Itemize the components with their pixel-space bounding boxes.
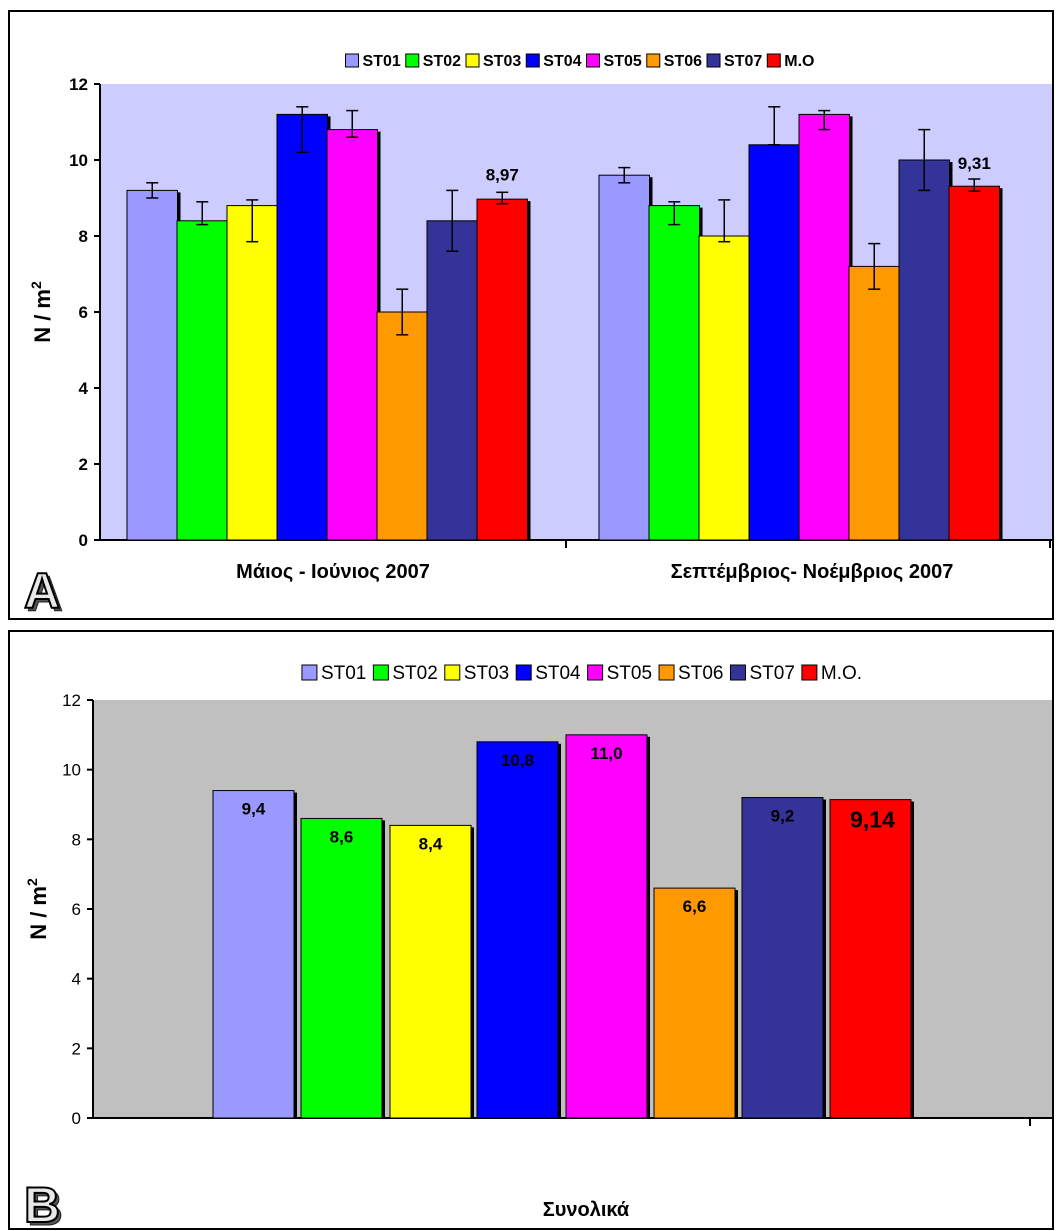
bar-st02-2: [648, 205, 700, 541]
legend-swatch-st03: [465, 53, 480, 68]
bar-st06-1: [376, 311, 428, 541]
x-category-label-1: Μάιος - Ιούνιος 2007: [236, 561, 430, 583]
data-label: 8,4: [419, 834, 443, 853]
y-tick-label: 2: [72, 1039, 81, 1058]
y-tick-label: 10: [62, 761, 81, 780]
panel-letter-shadow: A: [27, 566, 63, 618]
data-label: 9,4: [242, 800, 266, 819]
y-tick-label: 8: [72, 830, 81, 849]
bar-st07-1: [426, 220, 478, 541]
x-category-label: Συνολικά: [543, 1199, 630, 1221]
y-tick-label: 10: [69, 151, 88, 170]
chart-panel-a: 0 2 4 6 8 10 12 N / m2 ST01 ST02 ST03 ST04 ST05 ST06 S…: [8, 10, 1054, 620]
bar-st05-1: [326, 129, 378, 541]
y-tick-label: 6: [72, 900, 81, 919]
bar-mo-1: [476, 198, 528, 541]
bar-st01-1: [126, 189, 178, 541]
legend-label: ST05: [604, 53, 642, 70]
chart-panel-b: 0 2 4 6 8 10 12 N / m2 ST01 ST02 ST03 ST04 ST05 ST06 S…: [8, 630, 1054, 1230]
data-label: 9,2: [771, 807, 795, 826]
bar-st03-1: [226, 205, 278, 541]
legend-swatch-mo: [801, 664, 818, 681]
legend-swatch-st05: [586, 53, 601, 68]
legend-label: ST06: [678, 663, 723, 684]
bar-st05-2: [798, 113, 850, 541]
y-tick-label: 6: [79, 303, 88, 322]
data-label: 9,14: [850, 807, 895, 833]
y-tick-label: 4: [79, 379, 89, 398]
legend-label: ST04: [543, 53, 581, 70]
panel-letter: B: [24, 1177, 60, 1228]
legend-swatch-mo: [766, 53, 781, 68]
panel-letter: A: [24, 563, 60, 618]
bar-st06-2: [848, 265, 900, 541]
legend-swatch-st07: [706, 53, 721, 68]
legend-label: ST06: [664, 53, 702, 70]
data-label: 8,6: [330, 827, 354, 846]
y-tick-label: 4: [72, 970, 81, 989]
legend-label: M.O.: [821, 663, 862, 684]
legend-label: ST01: [363, 53, 401, 70]
legend: ST01 ST02 ST03 ST04 ST05 ST06 ST07 M.O: [345, 53, 814, 70]
legend-label: ST03: [483, 53, 521, 70]
legend-label: ST02: [423, 53, 461, 70]
legend-label: ST07: [749, 663, 794, 684]
bar-st03-2: [698, 235, 750, 541]
legend-swatch-st06: [658, 664, 675, 681]
legend-swatch-st04: [515, 664, 532, 681]
annotation-mo-2: 9,31: [958, 154, 991, 173]
bar-st04-1: [276, 113, 328, 541]
y-axis-label: N / m2: [24, 878, 51, 940]
legend-swatch-st02: [372, 664, 389, 681]
legend-swatch-st01: [345, 53, 360, 68]
bar-st04-2: [748, 144, 800, 541]
x-category-label-2: Σεπτέμβριος- Νοέμβριος 2007: [671, 561, 954, 583]
bar-st01-2: [598, 174, 650, 541]
y-tick-label: 8: [79, 227, 88, 246]
legend-swatch-st02: [405, 53, 420, 68]
y-tick-label: 0: [72, 1109, 81, 1128]
legend-swatch-st06: [646, 53, 661, 68]
y-tick-label: 2: [79, 455, 88, 474]
legend-swatch-st01: [301, 664, 318, 681]
bar-st04: [476, 741, 559, 1119]
bar-st03: [389, 824, 472, 1119]
legend-label: M.O: [784, 53, 814, 70]
y-axis-label: N / m2: [28, 281, 55, 343]
y-tick-label: 0: [79, 531, 88, 550]
legend-label: ST07: [724, 53, 762, 70]
legend-label: ST02: [392, 663, 437, 684]
bar-st02: [300, 817, 383, 1119]
y-tick-label: 12: [69, 75, 88, 94]
data-label: 10,8: [501, 751, 534, 770]
legend-swatch-st04: [525, 53, 540, 68]
legend-label: ST01: [321, 663, 366, 684]
bar-mo: [829, 799, 912, 1119]
legend: ST01 ST02 ST03 ST04 ST05 ST06 ST07 M.O.: [301, 663, 862, 684]
legend-label: ST05: [607, 663, 652, 684]
legend-swatch-st03: [444, 664, 461, 681]
bar-st05: [565, 734, 648, 1119]
data-label: 11,0: [590, 744, 622, 763]
annotation-mo-1: 8,97: [486, 165, 519, 184]
bar-st02-1: [176, 220, 228, 541]
legend-swatch-st07: [729, 664, 746, 681]
bar-st07: [741, 797, 824, 1119]
bar-st06: [653, 887, 736, 1119]
legend-label: ST03: [464, 663, 509, 684]
bar-st01: [212, 790, 295, 1119]
bar-st07-2: [898, 159, 950, 541]
y-tick-label: 12: [62, 691, 81, 710]
legend-label: ST04: [535, 663, 581, 684]
data-label: 6,6: [683, 897, 707, 916]
legend-swatch-st05: [587, 664, 604, 681]
bar-mo-2: [948, 185, 1000, 541]
panel-letter-shadow: B: [27, 1180, 63, 1228]
